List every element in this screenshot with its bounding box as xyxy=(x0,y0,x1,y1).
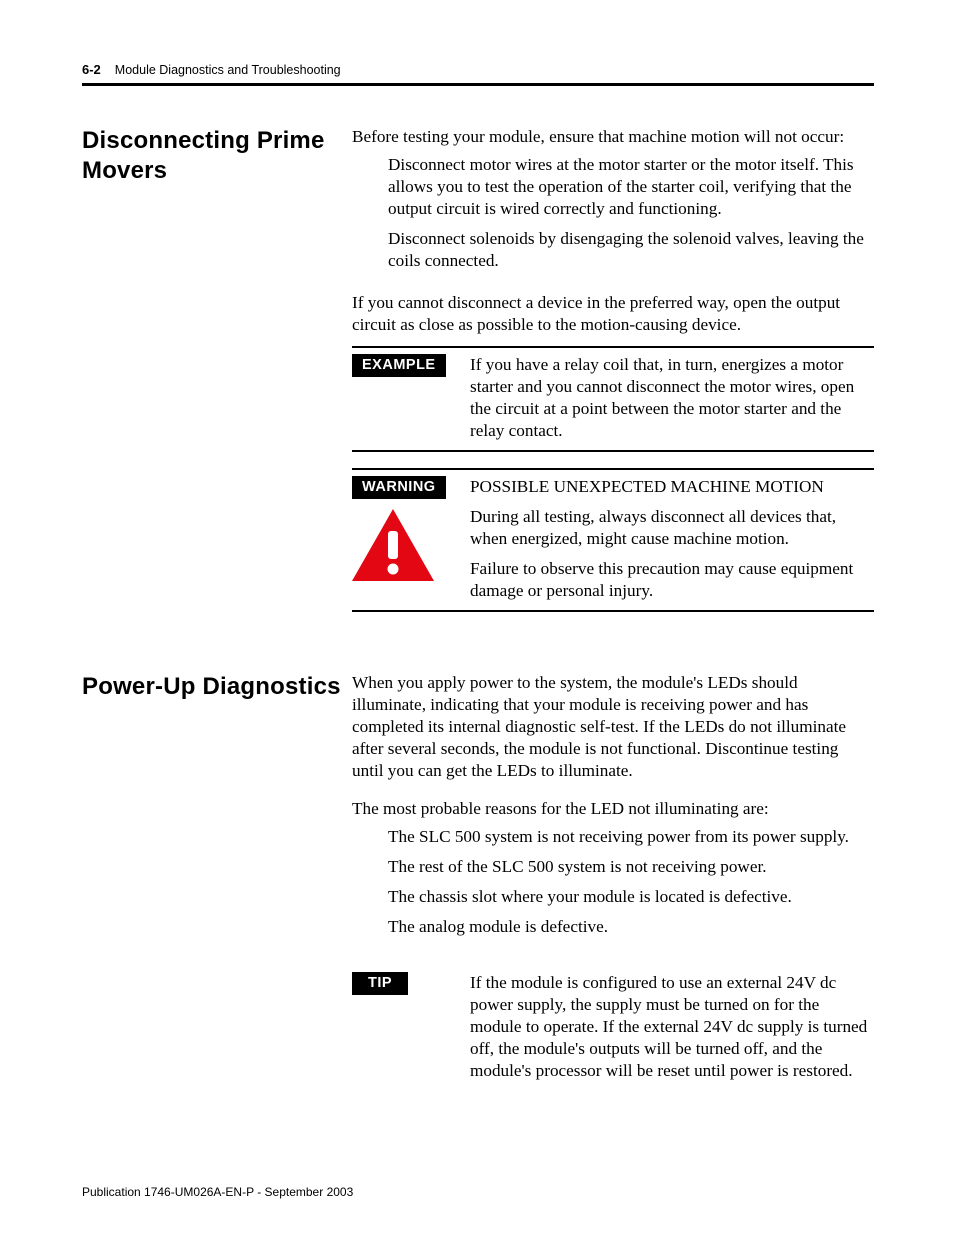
list-item: The SLC 500 system is not receiving powe… xyxy=(388,826,874,848)
section-powerup: Power-Up Diagnostics When you apply powe… xyxy=(82,672,874,1106)
callout-body: POSSIBLE UNEXPECTED MACHINE MOTION Durin… xyxy=(470,476,874,602)
callout-text: During all testing, always disconnect al… xyxy=(470,506,874,550)
callout-text: If the module is configured to use an ex… xyxy=(470,972,874,1082)
warning-triangle-icon xyxy=(350,507,436,583)
list-item: Disconnect motor wires at the motor star… xyxy=(388,154,874,220)
page-number: 6-2 xyxy=(82,62,101,77)
callout-warning: WARNING POSSIBLE UNEXPECTED MACHINE MOTI… xyxy=(352,468,874,612)
page: 6-2 Module Diagnostics and Troubleshooti… xyxy=(0,0,954,1235)
footer-publication: Publication 1746-UM026A-EN-P - September… xyxy=(82,1185,353,1199)
list-item: The chassis slot where your module is lo… xyxy=(388,886,874,908)
callout-tip: TIP If the module is configured to use a… xyxy=(352,966,874,1090)
callout-text: Failure to observe this precaution may c… xyxy=(470,558,874,602)
list-item: Disconnect solenoids by disengaging the … xyxy=(388,228,874,272)
header-rule xyxy=(82,83,874,86)
callout-label-col: WARNING xyxy=(352,476,462,583)
intro-para: Before testing your module, ensure that … xyxy=(352,126,874,148)
followup-para: If you cannot disconnect a device in the… xyxy=(352,292,874,336)
example-label: EXAMPLE xyxy=(352,354,446,377)
callout-body: If the module is configured to use an ex… xyxy=(470,972,874,1082)
callout-label-col: EXAMPLE xyxy=(352,354,462,377)
lead-para: The most probable reasons for the LED no… xyxy=(352,798,874,820)
bullet-block: Disconnect motor wires at the motor star… xyxy=(352,154,874,272)
chapter-title: Module Diagnostics and Troubleshooting xyxy=(115,63,341,77)
callout-example: EXAMPLE If you have a relay coil that, i… xyxy=(352,346,874,452)
warning-label: WARNING xyxy=(352,476,446,499)
section-disconnecting: Disconnecting Prime Movers Before testin… xyxy=(82,126,874,628)
side-heading-powerup: Power-Up Diagnostics xyxy=(82,672,342,1106)
body-disconnecting: Before testing your module, ensure that … xyxy=(352,126,874,628)
body-powerup: When you apply power to the system, the … xyxy=(352,672,874,1106)
side-heading-disconnecting: Disconnecting Prime Movers xyxy=(82,126,342,628)
tip-label: TIP xyxy=(352,972,408,995)
intro-para: When you apply power to the system, the … xyxy=(352,672,874,782)
list-item: The rest of the SLC 500 system is not re… xyxy=(388,856,874,878)
bullet-block: The SLC 500 system is not receiving powe… xyxy=(352,826,874,938)
callout-body: If you have a relay coil that, in turn, … xyxy=(470,354,874,442)
callout-text: If you have a relay coil that, in turn, … xyxy=(470,354,874,442)
callout-heading: POSSIBLE UNEXPECTED MACHINE MOTION xyxy=(470,476,874,498)
running-head: 6-2 Module Diagnostics and Troubleshooti… xyxy=(82,62,874,77)
list-item: The analog module is defective. xyxy=(388,916,874,938)
callout-label-col: TIP xyxy=(352,972,462,995)
